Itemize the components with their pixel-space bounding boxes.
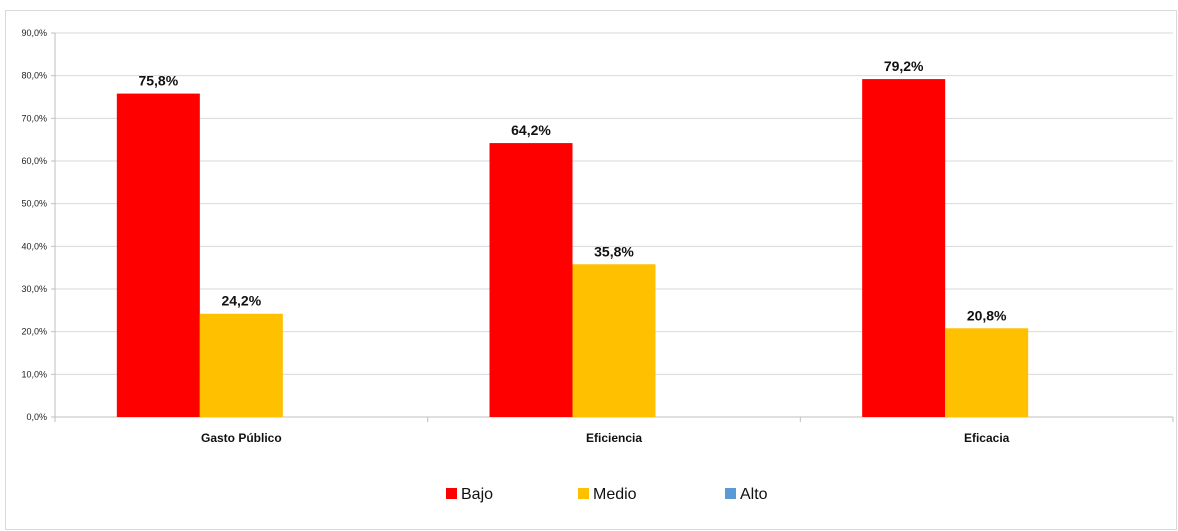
bar-bajo: [116, 93, 200, 417]
y-tick-label: 0,0%: [26, 412, 47, 422]
bar-medio: [945, 328, 1029, 417]
y-tick-label: 10,0%: [21, 369, 47, 379]
data-label: 20,8%: [967, 307, 1007, 323]
bars: [116, 79, 1029, 417]
bar-medio: [199, 313, 283, 417]
y-axis-ticks: 0,0% 10,0% 20,0% 30,0% 40,0% 50,0% 60,0% 70,0% 8…: [21, 28, 56, 422]
x-category-label: Eficiencia: [586, 431, 642, 445]
data-label: 79,2%: [884, 58, 924, 74]
data-label: 75,8%: [138, 73, 178, 89]
legend-swatch-alto: [725, 488, 736, 499]
x-category-label: Eficacia: [964, 431, 1010, 445]
legend: Bajo Medio Alto: [446, 486, 768, 503]
y-tick-label: 40,0%: [21, 241, 47, 251]
data-labels: 75,8% 24,2% 64,2% 35,8% 79,2% 20,8%: [138, 58, 1007, 323]
y-tick-label: 60,0%: [21, 156, 47, 166]
data-label: 64,2%: [511, 122, 551, 138]
legend-swatch-medio: [578, 488, 589, 499]
y-tick-label: 30,0%: [21, 284, 47, 294]
data-label: 24,2%: [221, 293, 261, 309]
legend-label-alto: Alto: [740, 486, 768, 503]
legend-label-bajo: Bajo: [461, 486, 493, 503]
bar-bajo: [862, 79, 946, 417]
x-category-label: Gasto Público: [201, 431, 282, 445]
data-label: 35,8%: [594, 243, 634, 259]
y-tick-label: 80,0%: [21, 71, 47, 81]
bar-bajo: [489, 143, 573, 417]
legend-swatch-bajo: [446, 488, 457, 499]
x-axis: Gasto Público Eficiencia Eficacia: [54, 417, 1174, 445]
legend-label-medio: Medio: [593, 486, 637, 503]
y-tick-label: 50,0%: [21, 199, 47, 209]
y-tick-label: 70,0%: [21, 113, 47, 123]
y-tick-label: 20,0%: [21, 327, 47, 337]
bar-medio: [572, 264, 656, 417]
y-tick-label: 90,0%: [21, 28, 47, 38]
